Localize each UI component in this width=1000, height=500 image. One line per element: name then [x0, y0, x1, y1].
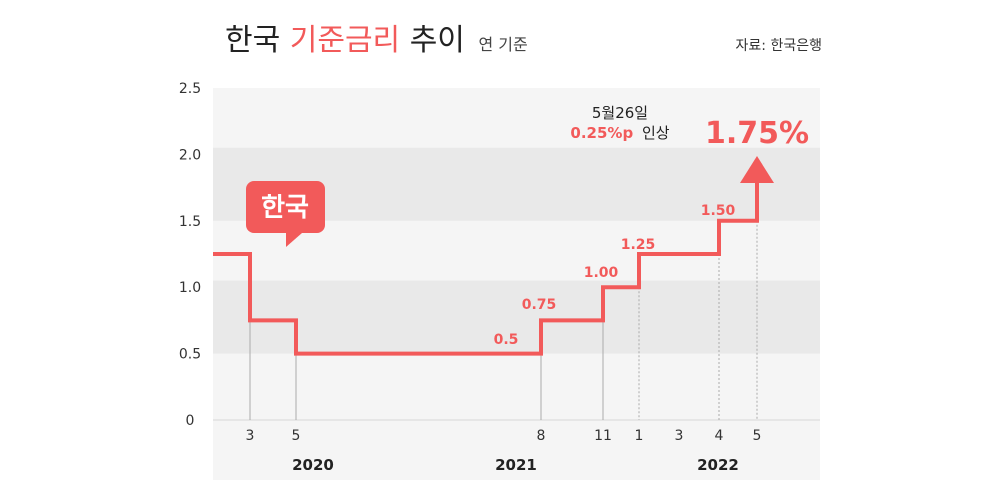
series-line: [213, 183, 759, 356]
series-arrow-head: [740, 156, 774, 183]
annotation-action: 인상: [642, 124, 670, 142]
x-tick-label: 5: [292, 428, 301, 444]
country-badge: 한국: [246, 181, 325, 247]
x-tick-label: 3: [675, 428, 684, 444]
badge-tail: [286, 233, 302, 247]
x-tick-label: 8: [537, 428, 546, 444]
data-label: 0.5: [494, 332, 519, 348]
year-label: 2020: [292, 456, 334, 474]
chart-title: 한국 기준금리 추이 연 기준: [225, 23, 528, 58]
title-part1: 한국: [225, 23, 280, 58]
y-tick-label: 0: [186, 413, 195, 429]
y-tick-label: 2.0: [179, 147, 201, 163]
title-accent: 기준금리: [290, 23, 400, 58]
data-label: 0.75: [522, 297, 557, 313]
annotation-date: 5월26일: [592, 104, 648, 122]
year-label: 2021: [495, 456, 537, 474]
annotation-change-value: 0.25%p: [570, 124, 633, 142]
data-label: 1.25: [621, 237, 656, 253]
y-tick-label: 0.5: [179, 347, 201, 363]
x-tick-label: 5: [753, 428, 762, 444]
band-1: [213, 280, 820, 354]
x-tick-label: 4: [715, 428, 724, 444]
x-tick-label: 11: [594, 428, 612, 444]
y-tick-label: 1.5: [179, 214, 201, 230]
title-subtitle: 연 기준: [478, 35, 527, 54]
badge-label: 한국: [261, 193, 309, 223]
data-labels: 0.5 0.75 1.001.25 1.50: [494, 203, 736, 348]
annotation-change: 0.25%p 인상: [570, 124, 669, 142]
badge-bubble: [246, 181, 325, 233]
x-tick-label: 1: [635, 428, 644, 444]
year-label: 2022: [697, 456, 739, 474]
source-note: 자료: 한국은행: [736, 38, 822, 54]
rate-series: [213, 156, 774, 356]
x-tick-label: 3: [246, 428, 255, 444]
y-tick-label: 2.5: [179, 81, 201, 97]
y-axis-ticks: 0 0.5 1.0 1.5 2.0 2.5: [179, 81, 201, 429]
data-label: 1.50: [701, 203, 736, 219]
data-label: 1.00: [584, 265, 619, 281]
title-part2: 추이: [410, 23, 465, 58]
y-tick-label: 1.0: [179, 280, 201, 296]
drop-lines: [249, 220, 758, 420]
final-value-label: 1.75%: [705, 116, 809, 151]
